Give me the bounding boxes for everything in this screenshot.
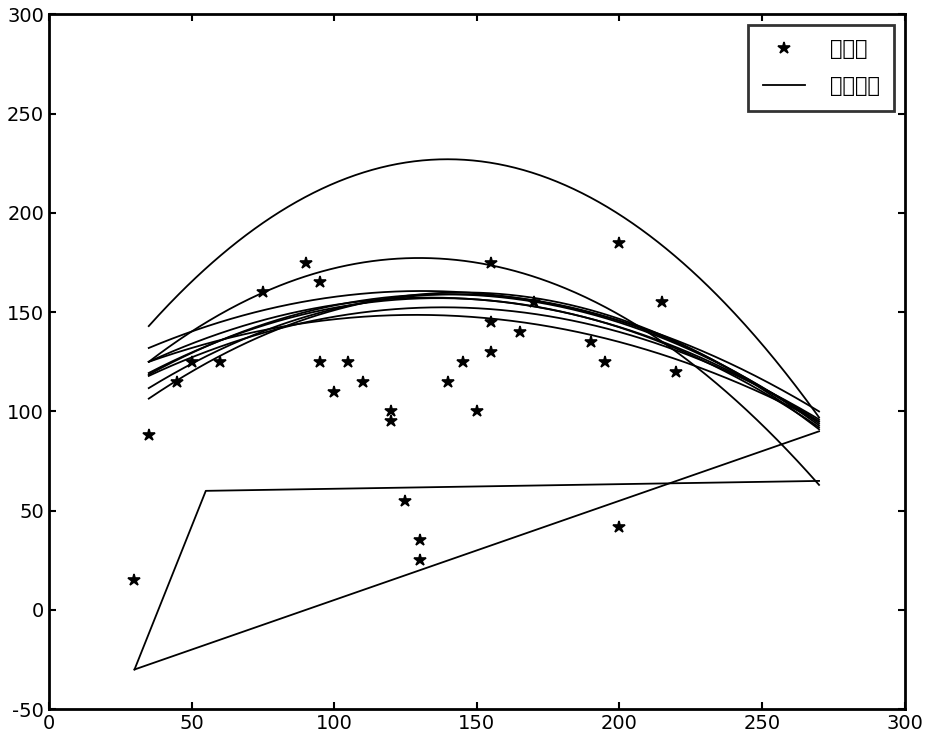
拟合曲线 (629, 327, 640, 336)
匹配点 (328, 387, 339, 396)
匹配点 (443, 377, 454, 386)
Line: 拟合曲线: 拟合曲线 (149, 297, 819, 421)
匹配点 (414, 556, 425, 565)
匹配点 (314, 357, 326, 366)
匹配点 (172, 377, 183, 386)
匹配点 (585, 337, 596, 346)
拟合曲线 (632, 329, 644, 337)
匹配点 (129, 576, 140, 585)
拟合曲线 (224, 326, 235, 334)
匹配点 (614, 522, 625, 531)
拟合曲线 (814, 417, 825, 425)
匹配点 (386, 417, 397, 425)
拟合曲线 (566, 310, 578, 319)
匹配点 (485, 348, 497, 357)
匹配点 (657, 297, 668, 306)
匹配点 (314, 278, 326, 287)
匹配点 (357, 377, 368, 386)
拟合曲线 (143, 357, 154, 366)
匹配点 (600, 357, 611, 366)
匹配点 (186, 357, 197, 366)
Line: 匹配点: 匹配点 (128, 237, 683, 586)
匹配点 (300, 258, 312, 267)
匹配点 (258, 288, 269, 297)
匹配点 (215, 357, 226, 366)
匹配点 (485, 258, 497, 267)
匹配点 (528, 297, 539, 306)
匹配点 (386, 407, 397, 416)
匹配点 (414, 536, 425, 545)
匹配点 (400, 497, 411, 505)
匹配点 (457, 357, 468, 366)
匹配点 (485, 317, 497, 326)
匹配点 (514, 328, 525, 337)
Legend: 匹配点, 拟合曲线: 匹配点, 拟合曲线 (749, 25, 895, 111)
匹配点 (472, 407, 483, 416)
匹配点 (671, 367, 682, 376)
匹配点 (614, 238, 625, 247)
拟合曲线 (424, 293, 435, 302)
匹配点 (143, 431, 154, 440)
匹配点 (343, 357, 354, 366)
拟合曲线 (362, 296, 373, 305)
拟合曲线 (408, 293, 419, 302)
